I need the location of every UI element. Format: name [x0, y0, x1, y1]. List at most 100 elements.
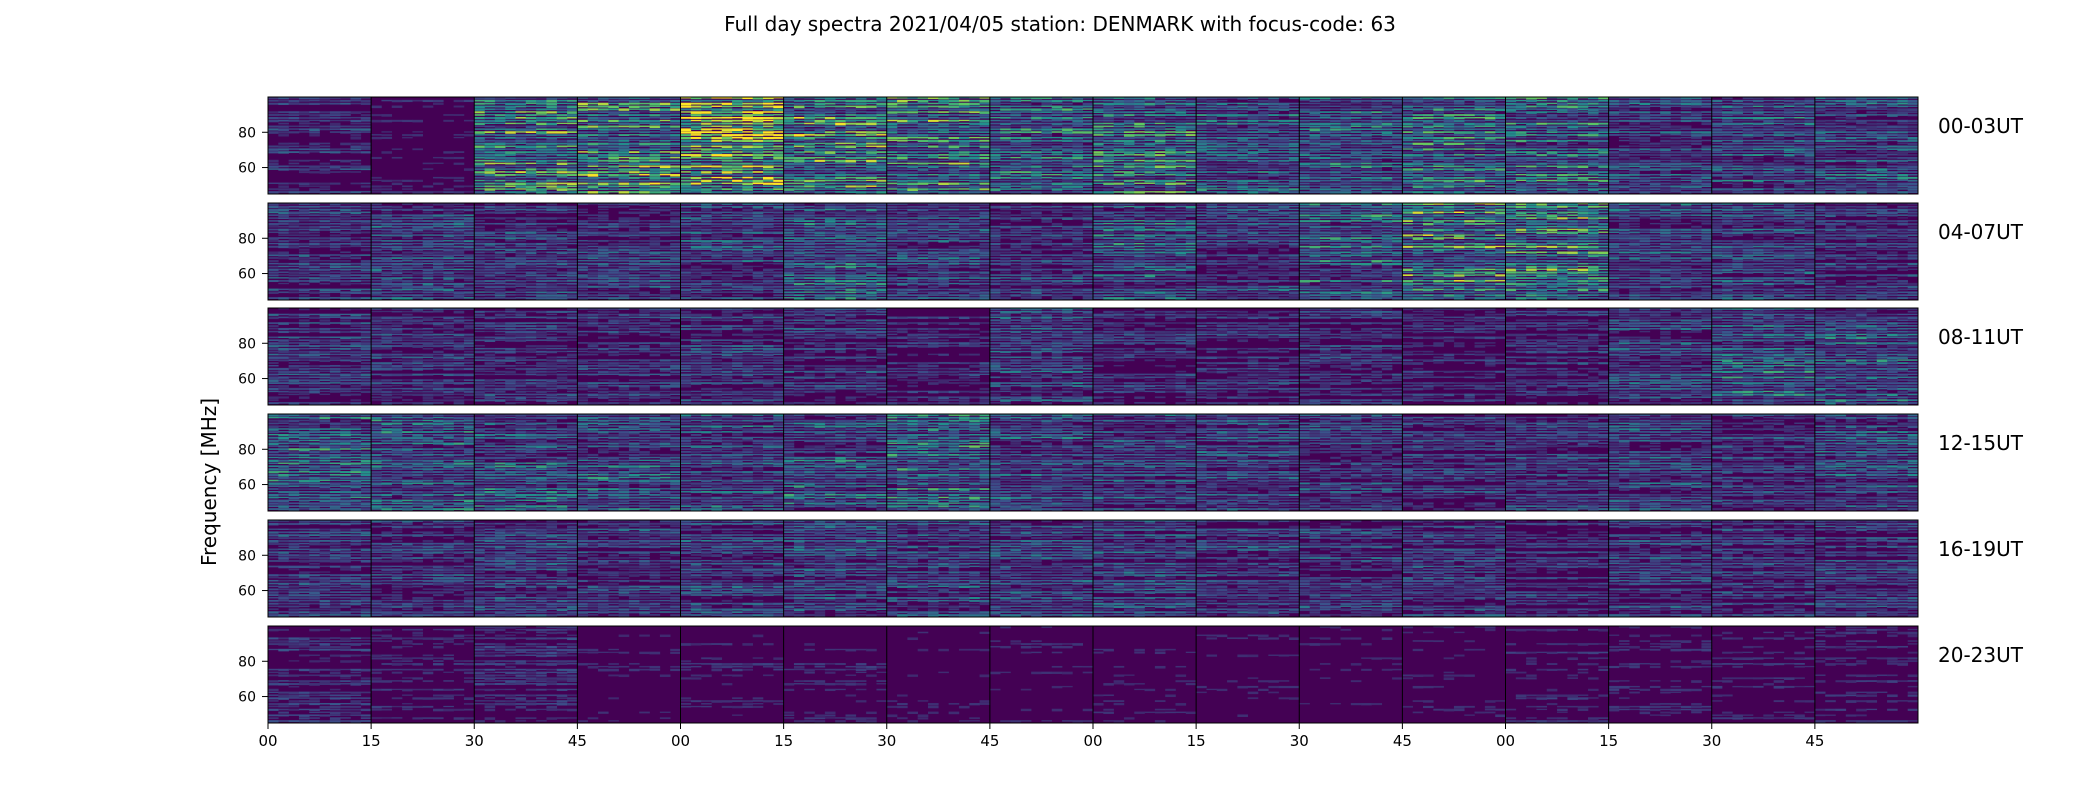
- spectrum-cell: [453, 105, 465, 108]
- spectrum-cell: [824, 165, 836, 167]
- spectrum-cell: [556, 122, 568, 125]
- spectrum-cell: [536, 179, 547, 183]
- spectrum-cell: [1134, 154, 1145, 156]
- spectrum-cell: [556, 119, 568, 122]
- spectrum-cell: [989, 168, 1001, 171]
- spectrum-cell: [484, 102, 496, 105]
- spectrum-cell: [907, 179, 918, 182]
- spectrum-cell: [1165, 139, 1176, 142]
- spectrum-cell: [340, 128, 351, 131]
- spectrum-cell: [567, 128, 578, 131]
- spectrum-cell: [587, 122, 599, 125]
- spectrum-cell: [1258, 142, 1269, 145]
- spectrum-cell: [1381, 128, 1393, 131]
- spectrum-cell: [1608, 156, 1620, 159]
- spectrum-cell: [1680, 125, 1692, 129]
- spectrum-cell: [1711, 142, 1723, 145]
- spectrum-cell: [1247, 139, 1259, 143]
- spectrum-cell: [350, 142, 362, 145]
- spectrum-cell: [556, 128, 568, 130]
- spectrum-cell: [1629, 142, 1640, 145]
- spectrum-cell: [845, 99, 857, 103]
- spectrum-cell: [1072, 151, 1083, 154]
- spectrum-cell: [1453, 114, 1465, 116]
- spectrum-cell: [969, 108, 980, 112]
- spectrum-cell: [1196, 188, 1207, 191]
- spectrum-cell: [1144, 156, 1156, 159]
- spectrum-cell: [1794, 179, 1805, 183]
- spectrum-cell: [1268, 116, 1279, 119]
- spectrum-cell: [1154, 116, 1166, 119]
- spectrum-cell: [1856, 131, 1867, 134]
- spectrum-cell: [1629, 162, 1640, 165]
- spectrum-cell: [886, 119, 898, 122]
- spectrum-cell: [1722, 99, 1733, 102]
- spectrum-cell: [598, 111, 609, 114]
- spectrum-cell: [866, 148, 877, 151]
- spectrum-cell: [474, 142, 485, 145]
- spectrum-cell: [577, 134, 588, 137]
- spectrum-cell: [1010, 122, 1022, 125]
- spectrum-cell: [1103, 122, 1114, 125]
- spectrum-cell: [1093, 191, 1104, 194]
- spectrum-cell: [1618, 99, 1630, 103]
- spectrum-cell: [577, 114, 588, 116]
- spectrum-cell: [1732, 165, 1743, 168]
- spectrum-cell: [1505, 171, 1517, 174]
- spectrum-cell: [1350, 114, 1362, 116]
- spectrum-cell: [1113, 116, 1125, 119]
- spectrum-cell: [1268, 168, 1279, 171]
- spectrum-cell: [1732, 119, 1743, 122]
- spectrum-cell: [969, 148, 980, 151]
- spectrum-cell: [1557, 139, 1568, 143]
- spectrum-cell: [1773, 151, 1785, 153]
- spectrum-cell: [886, 162, 898, 165]
- spectrum-cell: [515, 165, 527, 168]
- spectrum-cell: [1887, 108, 1898, 111]
- spectrum-cell: [494, 151, 506, 154]
- spectrum-cell: [1227, 159, 1238, 162]
- spectrum-cell: [1691, 151, 1702, 154]
- spectrum-cell: [433, 102, 444, 105]
- spectrum-cell: [484, 171, 496, 174]
- spectrum-cell: [690, 148, 702, 150]
- spectrum-cell: [1361, 111, 1372, 114]
- spectrum-cell: [1536, 111, 1548, 114]
- spectrum-cell: [1783, 114, 1795, 117]
- spectrum-cell: [1402, 148, 1413, 150]
- spectrum-cell: [1474, 179, 1486, 183]
- spectrum-cell: [680, 111, 692, 113]
- spectrum-cell: [1515, 119, 1527, 122]
- spectrum-cell: [577, 156, 588, 160]
- spectrum-cell: [752, 148, 764, 151]
- spectrum-cell: [1381, 162, 1393, 165]
- spectrum-cell: [1216, 136, 1228, 139]
- spectrum-cell: [319, 188, 331, 190]
- spectrum-cell: [587, 105, 599, 108]
- spectrum-cell: [793, 142, 805, 146]
- spectrum-cell: [1309, 159, 1321, 162]
- spectrum-cell: [1062, 134, 1073, 136]
- spectrum-cell: [742, 159, 753, 162]
- spectrum-cell: [567, 159, 578, 162]
- spectrum-cell: [628, 142, 640, 145]
- spectrum-cell: [763, 188, 774, 191]
- spectrum-cell: [1154, 114, 1166, 117]
- spectrum-cell: [1144, 108, 1156, 110]
- spectrum-cell: [1897, 139, 1908, 143]
- spectrum-cell: [876, 99, 888, 102]
- spectrum-cell: [1381, 154, 1393, 156]
- spectrum-cell: [732, 191, 743, 193]
- spectrum-cell: [1557, 97, 1568, 99]
- spectrum-cell: [1804, 134, 1816, 136]
- spectrum-cell: [804, 139, 815, 143]
- spectrum-cell: [1113, 128, 1125, 131]
- spectrum-cell: [1794, 122, 1805, 125]
- spectrum-cell: [1742, 174, 1754, 176]
- spectrum-cell: [1897, 125, 1908, 128]
- spectrum-cell: [711, 131, 723, 134]
- spectrum-panel: [680, 97, 784, 194]
- spectrum-cell: [556, 97, 568, 99]
- spectrum-cell: [1897, 145, 1908, 148]
- spectrum-cell: [680, 116, 692, 119]
